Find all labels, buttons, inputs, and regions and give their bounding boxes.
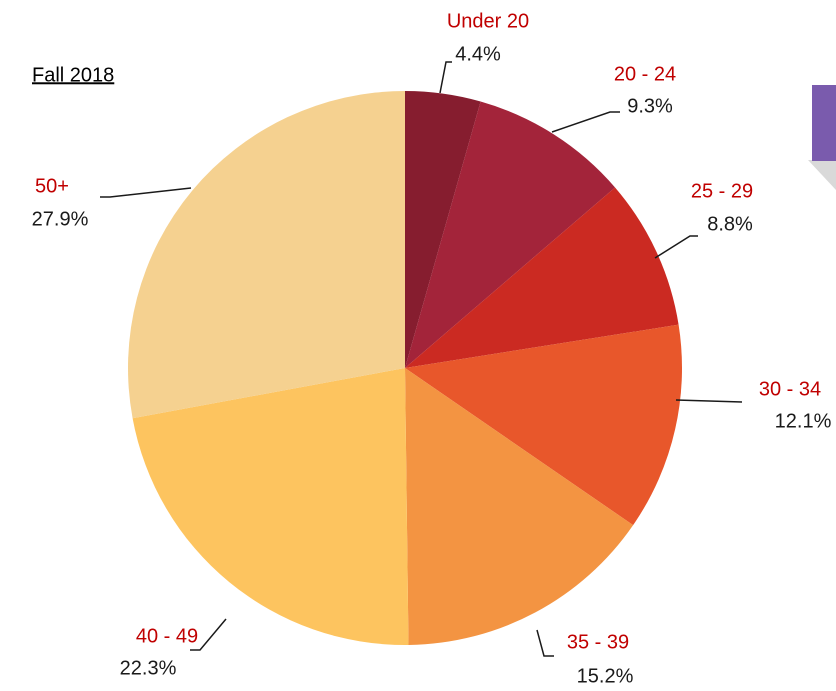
value-label: 27.9%: [32, 208, 89, 230]
category-label: 35 - 39: [567, 631, 629, 653]
category-label: 50+: [35, 175, 69, 197]
value-label: 12.1%: [775, 410, 832, 432]
pie-slice: [405, 368, 634, 645]
pie-slice: [405, 101, 616, 368]
leader-line: [100, 187, 192, 198]
pie-slice: [405, 91, 481, 368]
leader-line: [190, 618, 227, 651]
leader-line: [551, 111, 620, 133]
value-label: 22.3%: [120, 657, 177, 679]
decoration-box: [812, 85, 836, 161]
value-label: 9.3%: [627, 95, 673, 117]
category-label: 40 - 49: [136, 625, 198, 647]
value-label: 15.2%: [577, 665, 634, 687]
value-label: 4.4%: [455, 43, 501, 65]
leader-line: [439, 61, 452, 94]
leader-line: [536, 629, 554, 657]
pie-slice: [132, 368, 409, 646]
category-label: Under 20: [447, 10, 529, 32]
leader-line: [654, 235, 698, 259]
leader-line: [675, 399, 743, 403]
pie-slice: [405, 324, 682, 526]
chart-title: Fall 2018: [32, 64, 114, 86]
category-label: 20 - 24: [614, 63, 676, 85]
value-label: 8.8%: [707, 213, 753, 235]
category-label: 25 - 29: [691, 180, 753, 202]
category-label: 30 - 34: [759, 378, 821, 400]
pie-slice: [405, 187, 679, 368]
decoration-shadow: [808, 160, 836, 190]
pie-slice: [127, 91, 405, 419]
